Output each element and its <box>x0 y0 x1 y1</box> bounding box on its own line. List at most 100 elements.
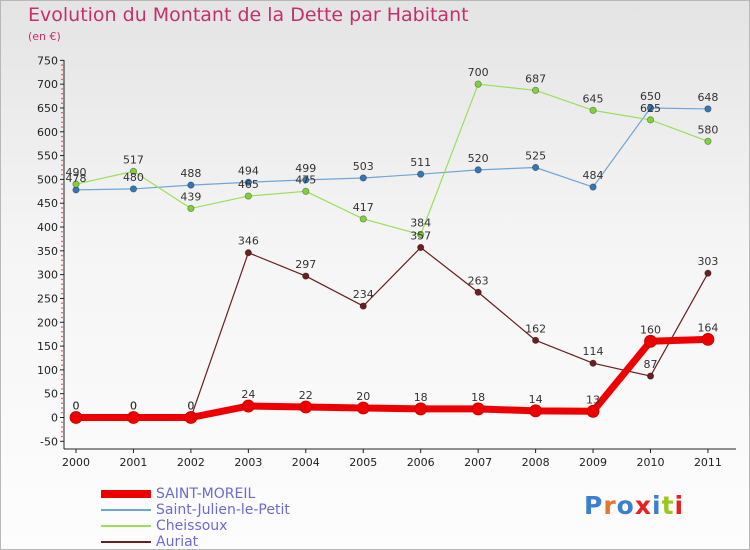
series-point <box>72 180 80 188</box>
x-tick-label: 2005 <box>349 456 377 469</box>
legend-label: Auriat <box>156 534 199 550</box>
data-label: 0 <box>187 400 194 413</box>
x-tick-label: 2004 <box>292 456 320 469</box>
y-minor-tick <box>61 311 63 314</box>
y-tick-label: 450 <box>37 197 58 210</box>
y-minor-tick <box>61 278 63 281</box>
y-minor-tick <box>61 159 63 162</box>
legend-swatch <box>101 509 151 511</box>
data-label: 465 <box>238 178 259 191</box>
y-tick-label: 100 <box>37 364 58 377</box>
y-tick-label: 150 <box>37 340 58 353</box>
data-label: 297 <box>295 258 316 271</box>
data-label: 18 <box>471 391 485 404</box>
x-tick-label: 2006 <box>407 456 435 469</box>
y-minor-tick <box>61 330 63 333</box>
series-point <box>646 104 655 112</box>
y-minor-tick <box>61 64 63 66</box>
series-point <box>589 106 597 114</box>
data-label: 114 <box>583 345 604 358</box>
data-label: 263 <box>468 274 489 287</box>
series-point <box>417 243 425 252</box>
y-minor-tick <box>61 183 63 185</box>
series-point <box>531 163 540 172</box>
logo-letter: P <box>584 491 604 520</box>
series-point <box>69 411 83 424</box>
y-minor-tick <box>61 283 63 285</box>
x-tick-label: 2001 <box>119 456 147 469</box>
y-minor-tick <box>61 354 63 357</box>
series-point <box>646 372 655 380</box>
x-tick-label: 2011 <box>694 456 722 469</box>
data-label: 0 <box>130 400 137 413</box>
y-minor-tick <box>61 350 63 352</box>
proxiti-logo: Proxiti <box>584 491 684 520</box>
y-minor-tick <box>61 359 63 362</box>
x-tick-label: 2009 <box>579 456 607 469</box>
y-minor-tick <box>61 373 63 376</box>
y-minor-tick <box>61 316 63 319</box>
y-minor-tick <box>61 145 63 147</box>
data-label: 18 <box>414 391 428 404</box>
y-minor-tick <box>61 73 63 76</box>
data-label: 0 <box>187 400 194 413</box>
logo-letter: r <box>603 491 617 520</box>
series-point <box>187 204 195 213</box>
series-point <box>129 185 138 193</box>
y-minor-tick <box>61 126 63 128</box>
y-minor-tick <box>61 135 63 138</box>
series-line <box>75 107 709 191</box>
y-minor-tick <box>61 302 63 305</box>
data-label: 478 <box>66 172 87 185</box>
data-label: 484 <box>583 169 604 182</box>
x-tick-label: 2008 <box>522 456 550 469</box>
series-point <box>127 411 140 424</box>
data-label: 650 <box>640 90 661 103</box>
y-minor-tick <box>61 111 63 114</box>
legend-swatch <box>101 490 151 498</box>
series-point <box>589 183 597 191</box>
y-minor-tick <box>61 364 63 366</box>
series-point <box>359 215 367 223</box>
x-tick-label: 2010 <box>637 456 665 469</box>
data-label: 357 <box>410 229 431 242</box>
data-label: 439 <box>180 190 201 203</box>
y-tick-label: 50 <box>44 388 58 401</box>
y-minor-tick <box>61 173 63 176</box>
data-label: 645 <box>583 92 604 105</box>
series-point <box>184 411 198 424</box>
y-minor-tick <box>61 197 63 200</box>
series-point <box>586 404 600 418</box>
series-line <box>75 83 709 236</box>
series-point <box>704 137 712 145</box>
y-tick-label: 650 <box>37 102 58 115</box>
data-label: 520 <box>468 152 489 165</box>
data-label: 0 <box>73 400 80 413</box>
series-point <box>646 116 655 124</box>
y-minor-tick <box>61 116 63 119</box>
y-minor-tick <box>61 230 63 233</box>
y-tick-label: 550 <box>37 150 58 163</box>
data-label: 488 <box>180 167 201 180</box>
series-point <box>302 176 310 184</box>
logo-letter: i <box>652 491 662 520</box>
series-point <box>589 359 597 367</box>
logo-letter: t <box>661 491 675 520</box>
y-minor-tick <box>61 426 63 428</box>
series-point <box>302 272 310 280</box>
data-label: 625 <box>640 102 661 115</box>
y-minor-tick <box>61 78 63 81</box>
data-label: 164 <box>697 321 718 334</box>
y-tick-label: 300 <box>37 269 58 282</box>
y-tick-label: 600 <box>37 126 58 139</box>
y-minor-tick <box>61 164 63 166</box>
data-label: 503 <box>353 160 374 173</box>
x-tick-label: 2007 <box>464 456 492 469</box>
data-label: 490 <box>66 166 87 179</box>
y-minor-tick <box>61 245 63 247</box>
y-tick-label: 700 <box>37 78 58 91</box>
y-tick-label: 400 <box>37 221 58 234</box>
data-label: 234 <box>353 288 374 301</box>
data-label: 303 <box>697 255 718 268</box>
